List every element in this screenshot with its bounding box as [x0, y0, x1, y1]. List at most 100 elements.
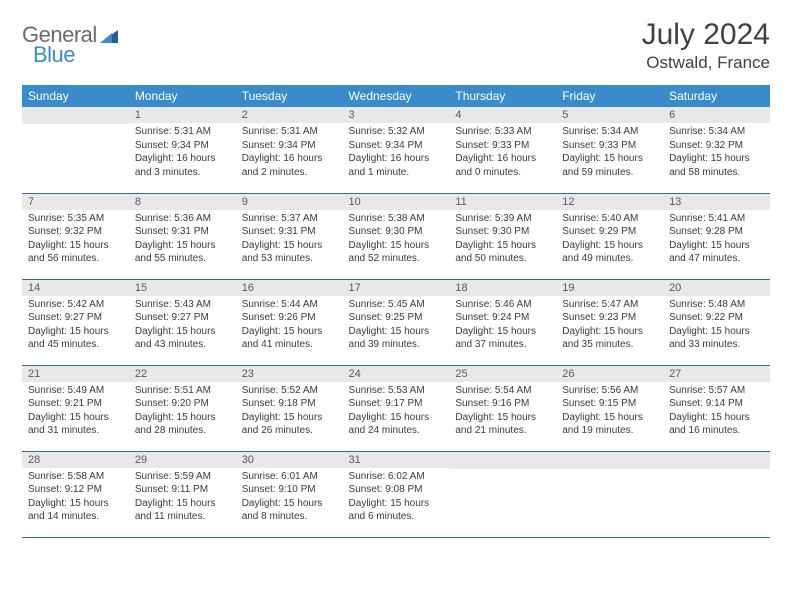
sunset-text: Sunset: 9:27 PM [135, 311, 230, 325]
day-number: 8 [129, 194, 236, 210]
sunset-text: Sunset: 9:15 PM [562, 397, 657, 411]
calendar-day-cell: 25Sunrise: 5:54 AMSunset: 9:16 PMDayligh… [449, 365, 556, 451]
sunrise-text: Sunrise: 5:37 AM [242, 212, 337, 226]
daylight-text: Daylight: 15 hours and 41 minutes. [242, 325, 337, 352]
day-number: 2 [236, 107, 343, 123]
day-details: Sunrise: 5:37 AMSunset: 9:31 PMDaylight:… [236, 210, 343, 270]
sunrise-text: Sunrise: 5:39 AM [455, 212, 550, 226]
day-number [449, 452, 556, 469]
day-details: Sunrise: 6:02 AMSunset: 9:08 PMDaylight:… [343, 468, 450, 528]
day-number [22, 107, 129, 124]
sunrise-text: Sunrise: 5:58 AM [28, 470, 123, 484]
calendar-table: Sunday Monday Tuesday Wednesday Thursday… [22, 85, 770, 538]
weekday-header: Thursday [449, 85, 556, 107]
sunrise-text: Sunrise: 5:33 AM [455, 125, 550, 139]
day-number: 25 [449, 366, 556, 382]
day-number: 16 [236, 280, 343, 296]
weekday-header: Monday [129, 85, 236, 107]
day-details: Sunrise: 5:57 AMSunset: 9:14 PMDaylight:… [663, 382, 770, 442]
daylight-text: Daylight: 15 hours and 31 minutes. [28, 411, 123, 438]
calendar-week-row: 7Sunrise: 5:35 AMSunset: 9:32 PMDaylight… [22, 193, 770, 279]
calendar-day-cell [556, 451, 663, 537]
daylight-text: Daylight: 15 hours and 37 minutes. [455, 325, 550, 352]
day-details: Sunrise: 5:44 AMSunset: 9:26 PMDaylight:… [236, 296, 343, 356]
daylight-text: Daylight: 16 hours and 0 minutes. [455, 152, 550, 179]
day-details: Sunrise: 5:52 AMSunset: 9:18 PMDaylight:… [236, 382, 343, 442]
calendar-day-cell: 19Sunrise: 5:47 AMSunset: 9:23 PMDayligh… [556, 279, 663, 365]
day-details: Sunrise: 5:35 AMSunset: 9:32 PMDaylight:… [22, 210, 129, 270]
day-number: 30 [236, 452, 343, 468]
calendar-day-cell: 26Sunrise: 5:56 AMSunset: 9:15 PMDayligh… [556, 365, 663, 451]
day-number: 29 [129, 452, 236, 468]
day-details: Sunrise: 5:51 AMSunset: 9:20 PMDaylight:… [129, 382, 236, 442]
calendar-day-cell: 5Sunrise: 5:34 AMSunset: 9:33 PMDaylight… [556, 107, 663, 193]
day-details: Sunrise: 5:56 AMSunset: 9:15 PMDaylight:… [556, 382, 663, 442]
day-number [663, 452, 770, 469]
title-block: July 2024 Ostwald, France [642, 18, 770, 73]
day-details: Sunrise: 5:47 AMSunset: 9:23 PMDaylight:… [556, 296, 663, 356]
sunset-text: Sunset: 9:30 PM [349, 225, 444, 239]
sunset-text: Sunset: 9:34 PM [242, 139, 337, 153]
sunset-text: Sunset: 9:23 PM [562, 311, 657, 325]
daylight-text: Daylight: 15 hours and 8 minutes. [242, 497, 337, 524]
day-number: 11 [449, 194, 556, 210]
sunrise-text: Sunrise: 5:38 AM [349, 212, 444, 226]
day-number: 27 [663, 366, 770, 382]
sunrise-text: Sunrise: 5:32 AM [349, 125, 444, 139]
sunset-text: Sunset: 9:08 PM [349, 483, 444, 497]
sunset-text: Sunset: 9:27 PM [28, 311, 123, 325]
day-details: Sunrise: 5:32 AMSunset: 9:34 PMDaylight:… [343, 123, 450, 183]
calendar-week-row: 1Sunrise: 5:31 AMSunset: 9:34 PMDaylight… [22, 107, 770, 193]
calendar-day-cell: 3Sunrise: 5:32 AMSunset: 9:34 PMDaylight… [343, 107, 450, 193]
daylight-text: Daylight: 16 hours and 1 minute. [349, 152, 444, 179]
daylight-text: Daylight: 15 hours and 58 minutes. [669, 152, 764, 179]
sunrise-text: Sunrise: 5:47 AM [562, 298, 657, 312]
day-details: Sunrise: 5:49 AMSunset: 9:21 PMDaylight:… [22, 382, 129, 442]
day-number: 7 [22, 194, 129, 210]
calendar-head: Sunday Monday Tuesday Wednesday Thursday… [22, 85, 770, 107]
weekday-header: Sunday [22, 85, 129, 107]
day-number: 6 [663, 107, 770, 123]
calendar-day-cell: 11Sunrise: 5:39 AMSunset: 9:30 PMDayligh… [449, 193, 556, 279]
sunrise-text: Sunrise: 5:53 AM [349, 384, 444, 398]
sunrise-text: Sunrise: 5:35 AM [28, 212, 123, 226]
sunset-text: Sunset: 9:12 PM [28, 483, 123, 497]
calendar-day-cell: 16Sunrise: 5:44 AMSunset: 9:26 PMDayligh… [236, 279, 343, 365]
sunrise-text: Sunrise: 5:51 AM [135, 384, 230, 398]
daylight-text: Daylight: 15 hours and 14 minutes. [28, 497, 123, 524]
day-details: Sunrise: 5:45 AMSunset: 9:25 PMDaylight:… [343, 296, 450, 356]
calendar-day-cell: 10Sunrise: 5:38 AMSunset: 9:30 PMDayligh… [343, 193, 450, 279]
day-number: 17 [343, 280, 450, 296]
day-number: 26 [556, 366, 663, 382]
sunrise-text: Sunrise: 5:41 AM [669, 212, 764, 226]
daylight-text: Daylight: 15 hours and 39 minutes. [349, 325, 444, 352]
sunset-text: Sunset: 9:21 PM [28, 397, 123, 411]
sunrise-text: Sunrise: 5:48 AM [669, 298, 764, 312]
day-number: 9 [236, 194, 343, 210]
daylight-text: Daylight: 15 hours and 49 minutes. [562, 239, 657, 266]
daylight-text: Daylight: 15 hours and 11 minutes. [135, 497, 230, 524]
day-number: 3 [343, 107, 450, 123]
day-number: 19 [556, 280, 663, 296]
calendar-day-cell: 2Sunrise: 5:31 AMSunset: 9:34 PMDaylight… [236, 107, 343, 193]
sunrise-text: Sunrise: 5:31 AM [242, 125, 337, 139]
sunrise-text: Sunrise: 5:44 AM [242, 298, 337, 312]
weekday-header: Saturday [663, 85, 770, 107]
day-number: 31 [343, 452, 450, 468]
calendar-day-cell: 8Sunrise: 5:36 AMSunset: 9:31 PMDaylight… [129, 193, 236, 279]
weekday-row: Sunday Monday Tuesday Wednesday Thursday… [22, 85, 770, 107]
day-number: 4 [449, 107, 556, 123]
sunrise-text: Sunrise: 6:01 AM [242, 470, 337, 484]
day-number: 14 [22, 280, 129, 296]
daylight-text: Daylight: 15 hours and 50 minutes. [455, 239, 550, 266]
daylight-text: Daylight: 15 hours and 55 minutes. [135, 239, 230, 266]
calendar-day-cell [22, 107, 129, 193]
day-details: Sunrise: 5:53 AMSunset: 9:17 PMDaylight:… [343, 382, 450, 442]
location-label: Ostwald, France [642, 53, 770, 73]
day-details: Sunrise: 5:36 AMSunset: 9:31 PMDaylight:… [129, 210, 236, 270]
sunrise-text: Sunrise: 6:02 AM [349, 470, 444, 484]
daylight-text: Daylight: 15 hours and 19 minutes. [562, 411, 657, 438]
sunset-text: Sunset: 9:17 PM [349, 397, 444, 411]
calendar-day-cell: 21Sunrise: 5:49 AMSunset: 9:21 PMDayligh… [22, 365, 129, 451]
sunset-text: Sunset: 9:25 PM [349, 311, 444, 325]
